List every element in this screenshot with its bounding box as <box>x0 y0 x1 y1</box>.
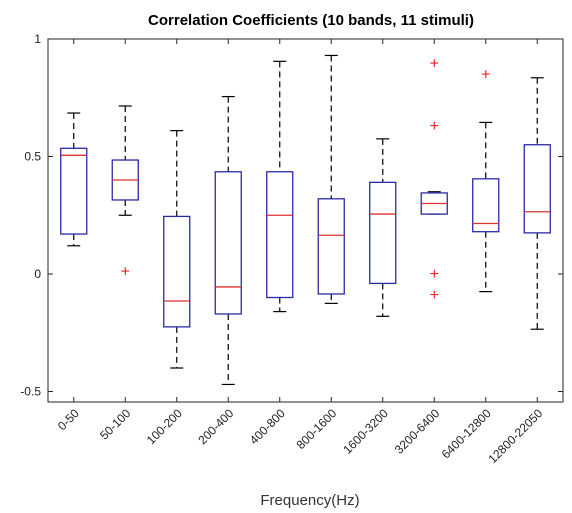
x-tick-label: 12800-22050 <box>485 406 545 466</box>
x-tick-label: 200-400 <box>195 406 236 447</box>
outlier-marker: + <box>121 264 130 281</box>
y-tick-label: -0.5 <box>20 385 41 399</box>
box-iqr <box>266 171 294 299</box>
plot-area: -0.5 0 0.5 1 0-50 +50-100 100-200 200-400 400-80… <box>20 32 564 466</box>
box-iqr <box>317 198 345 295</box>
box-400-800 <box>266 39 294 402</box>
box-iqr <box>163 215 191 328</box>
box-iqr <box>472 178 500 233</box>
outlier-marker: + <box>481 66 490 83</box>
x-axis-label: Frequency(Hz) <box>260 492 359 509</box>
x-tick-label: 0-50 <box>55 406 82 433</box>
box-0-50 <box>60 39 88 402</box>
y-tick-label: 0 <box>34 267 41 281</box>
box-iqr <box>523 144 551 234</box>
x-tick-label: 400-800 <box>247 406 288 447</box>
outlier-marker: + <box>430 266 439 283</box>
x-tick-label: 1600-3200 <box>340 406 391 457</box>
x-tick-label: 3200-6400 <box>392 406 443 457</box>
x-tick-label: 6400-12800 <box>439 406 494 461</box>
x-tick-label: 100-200 <box>144 406 185 447</box>
outlier-marker: + <box>430 56 439 73</box>
y-tick-label: 1 <box>34 32 41 46</box>
box-iqr <box>60 147 88 235</box>
box-800-1600 <box>317 39 345 402</box>
y-tick-label: 0.5 <box>24 150 41 164</box>
chart-title: Correlation Coefficients (10 bands, 11 s… <box>148 12 474 29</box>
x-tick-label: 800-1600 <box>294 406 340 452</box>
box-iqr <box>369 181 397 285</box>
axes-frame <box>47 38 564 403</box>
box-200-400 <box>214 39 242 402</box>
box-1600-3200 <box>369 39 397 402</box>
outlier-marker: + <box>430 118 439 135</box>
x-tick-label: 50-100 <box>97 406 134 443</box>
box-100-200 <box>163 39 191 402</box>
box-50-100: + <box>111 39 139 402</box>
box-iqr <box>214 171 242 315</box>
box-12800-22050 <box>523 39 551 402</box>
box-3200-6400: + + + + <box>420 39 448 402</box>
box-6400-12800: + <box>472 39 500 402</box>
outlier-marker: + <box>430 287 439 304</box>
